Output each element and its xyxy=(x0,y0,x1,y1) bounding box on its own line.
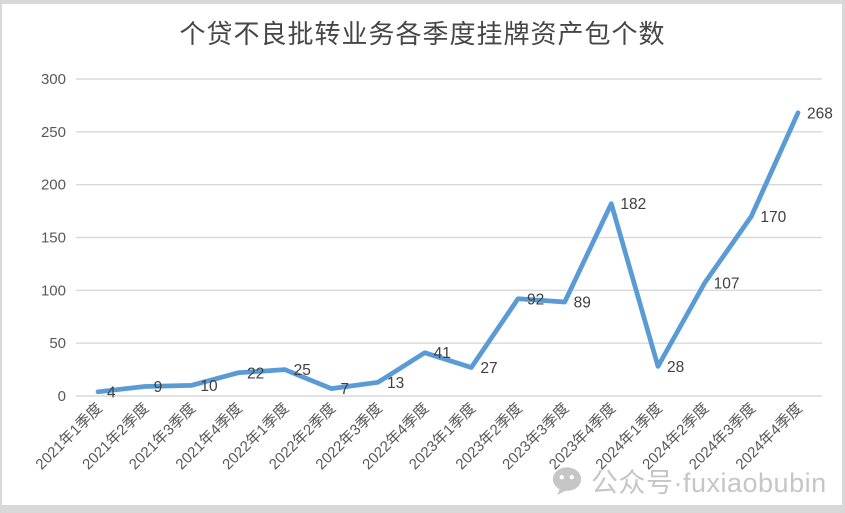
data-label: 89 xyxy=(574,294,591,311)
data-label: 13 xyxy=(387,375,404,392)
data-label: 10 xyxy=(200,378,218,395)
data-label: 92 xyxy=(527,291,544,308)
data-label: 27 xyxy=(480,360,497,377)
chart-title: 个贷不良批转业务各季度挂牌资产包个数 xyxy=(179,20,666,49)
chart-line xyxy=(95,110,801,395)
y-axis-tick-label: 0 xyxy=(58,388,66,405)
data-label: 28 xyxy=(667,359,684,376)
data-label: 107 xyxy=(714,275,740,292)
y-axis-tick-label: 200 xyxy=(41,177,66,194)
watermark: 公众号·fuxiaobubin xyxy=(550,461,827,500)
data-label: 9 xyxy=(154,379,163,396)
watermark-text: 公众号·fuxiaobubin xyxy=(591,468,827,498)
y-axis-tick-label: 50 xyxy=(49,335,66,352)
data-label: 4 xyxy=(107,384,116,401)
y-axis-tick-label: 100 xyxy=(41,282,66,299)
data-label: 7 xyxy=(340,381,349,398)
data-label: 268 xyxy=(807,105,833,122)
y-axis-tick-label: 250 xyxy=(41,124,66,141)
y-axis-tick-label: 300 xyxy=(41,71,66,88)
y-axis-tick-label: 150 xyxy=(41,230,66,247)
data-label: 170 xyxy=(760,209,786,226)
data-label: 25 xyxy=(294,362,311,379)
data-label: 41 xyxy=(434,345,451,362)
data-label: 22 xyxy=(247,365,264,382)
wechat-icon xyxy=(552,466,582,495)
data-label: 182 xyxy=(620,196,646,213)
